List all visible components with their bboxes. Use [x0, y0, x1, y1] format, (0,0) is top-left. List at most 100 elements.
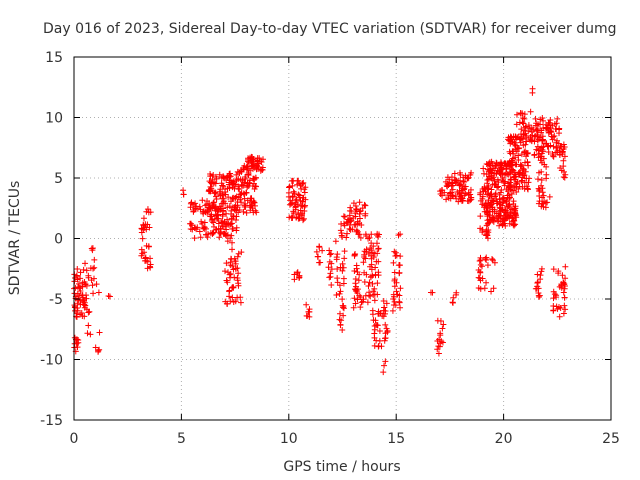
data-point [142, 255, 149, 262]
data-point [550, 295, 557, 302]
data-point [234, 294, 241, 301]
data-point [357, 207, 364, 214]
data-point [477, 225, 484, 232]
data-point [294, 269, 301, 276]
data-point [512, 207, 519, 214]
data-point [382, 321, 389, 328]
data-point [493, 200, 500, 207]
data-point [220, 183, 227, 190]
data-point [209, 216, 216, 223]
data-point [375, 310, 382, 317]
data-point [93, 281, 100, 288]
data-point [534, 279, 541, 286]
data-point [375, 342, 382, 349]
data-point [235, 194, 242, 201]
data-point [228, 232, 235, 239]
data-point [285, 189, 292, 196]
data-point [484, 176, 491, 183]
data-point [555, 268, 562, 275]
data-point [337, 321, 344, 328]
data-point [488, 158, 495, 165]
data-point [353, 206, 360, 213]
data-point [339, 234, 346, 241]
data-point [340, 220, 347, 227]
data-point [493, 170, 500, 177]
data-point [220, 205, 227, 212]
data-point [488, 288, 495, 295]
data-point [190, 208, 197, 215]
data-point [75, 337, 82, 344]
data-point [298, 211, 305, 218]
data-point [489, 255, 496, 262]
data-point [350, 200, 357, 207]
data-point [380, 313, 387, 320]
data-point [246, 202, 253, 209]
data-point [328, 250, 335, 257]
data-point [353, 262, 360, 269]
data-point [497, 207, 504, 214]
data-point [376, 328, 383, 335]
data-point [286, 184, 293, 191]
y-tick-label: -10 [40, 353, 63, 369]
data-point [489, 206, 496, 213]
data-point [384, 327, 391, 334]
data-point [397, 304, 404, 311]
data-point [477, 261, 484, 268]
data-point [554, 137, 561, 144]
data-point [88, 277, 95, 284]
data-point [237, 191, 244, 198]
data-point [84, 330, 91, 337]
data-point [440, 321, 447, 328]
data-point [552, 149, 559, 156]
data-point [74, 336, 81, 343]
data-point [340, 305, 347, 312]
data-point [562, 263, 569, 270]
data-point [360, 259, 367, 266]
data-point [224, 173, 231, 180]
data-point [553, 294, 560, 301]
data-point [218, 200, 225, 207]
data-point [346, 212, 353, 219]
data-point [456, 190, 463, 197]
data-point [334, 251, 341, 258]
data-point [204, 234, 211, 241]
data-point [319, 247, 326, 254]
data-point [502, 178, 509, 185]
data-point [521, 149, 528, 156]
data-point [556, 130, 563, 137]
data-point [494, 176, 501, 183]
data-point [352, 205, 359, 212]
y-axis-label: SDTVAR / TECUs [7, 181, 23, 296]
data-point [444, 174, 451, 181]
data-point [507, 179, 514, 186]
data-point [561, 302, 568, 309]
data-point [351, 251, 358, 258]
data-point [520, 120, 527, 127]
data-point [535, 136, 542, 143]
data-point [86, 308, 93, 315]
data-point [538, 203, 545, 210]
data-point [357, 304, 364, 311]
data-point [189, 201, 196, 208]
data-point [339, 260, 346, 267]
data-point [217, 225, 224, 232]
data-point [370, 291, 377, 298]
data-point [532, 285, 539, 292]
data-point [227, 259, 234, 266]
data-point [219, 190, 226, 197]
data-point [253, 209, 260, 216]
data-point [212, 190, 219, 197]
data-point [483, 200, 490, 207]
data-point [457, 171, 464, 178]
data-point [504, 203, 511, 210]
data-point [316, 243, 323, 250]
data-point [530, 126, 537, 133]
data-point [235, 176, 242, 183]
data-point [518, 135, 525, 142]
data-point [348, 208, 355, 215]
data-point [326, 258, 333, 265]
data-point [382, 335, 389, 342]
data-point [209, 229, 216, 236]
data-point [392, 252, 399, 259]
data-point [391, 283, 398, 290]
